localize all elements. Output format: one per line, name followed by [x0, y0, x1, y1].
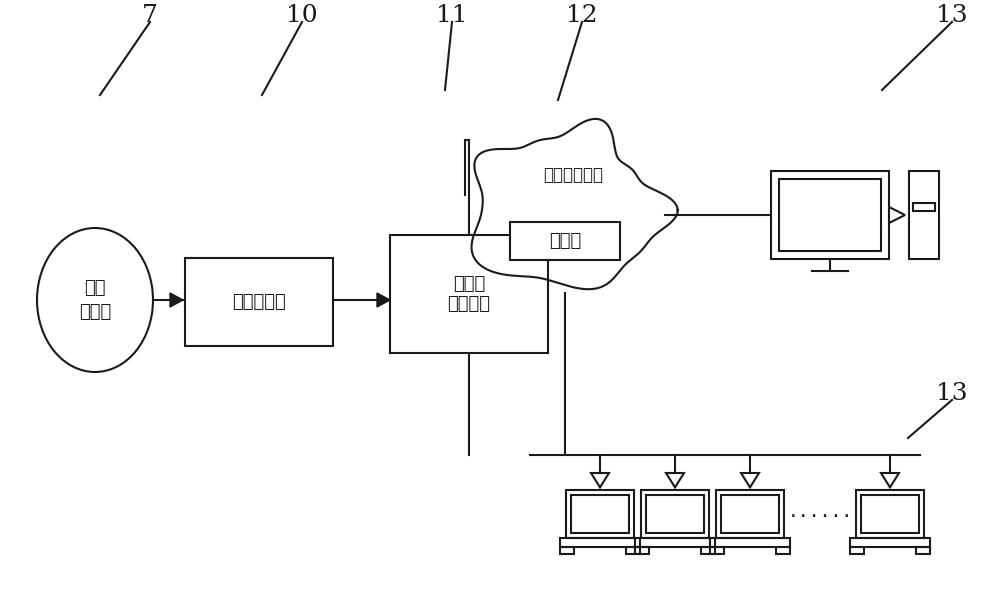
Bar [771, 171, 889, 259]
Text: 12: 12 [566, 4, 598, 27]
Bar [779, 179, 881, 251]
Bar [850, 538, 930, 547]
Bar [641, 490, 709, 538]
Bar [635, 547, 649, 555]
Text: 数据库: 数据库 [549, 232, 581, 250]
Text: 13: 13 [936, 4, 968, 27]
Bar [856, 490, 924, 538]
Polygon shape [889, 207, 905, 223]
Bar [635, 538, 715, 547]
Bar [716, 490, 784, 538]
Bar [390, 235, 548, 353]
Bar [710, 538, 790, 547]
Text: 声音: 声音 [84, 279, 106, 297]
Bar [710, 547, 724, 555]
Polygon shape [377, 293, 390, 307]
Text: 通讯及: 通讯及 [453, 275, 485, 293]
Polygon shape [741, 473, 759, 487]
Polygon shape [591, 473, 609, 487]
Bar [510, 222, 620, 260]
Text: 管线外接口: 管线外接口 [232, 293, 286, 311]
Text: 13: 13 [936, 381, 968, 405]
Bar [566, 490, 634, 538]
Bar [646, 496, 704, 533]
Bar [913, 203, 935, 211]
Bar [626, 547, 640, 555]
Text: 云计算服务器: 云计算服务器 [543, 166, 603, 184]
Bar [701, 547, 715, 555]
Text: 10: 10 [286, 4, 318, 27]
Text: ......: ...... [787, 503, 853, 521]
Bar [560, 547, 574, 555]
Polygon shape [881, 473, 899, 487]
Text: 传感器: 传感器 [79, 303, 111, 321]
Text: 11: 11 [436, 4, 468, 27]
Polygon shape [666, 473, 684, 487]
Text: 控制设备: 控制设备 [448, 295, 490, 313]
Bar [721, 496, 779, 533]
Bar [850, 547, 864, 555]
Bar [571, 496, 629, 533]
Text: 7: 7 [142, 4, 158, 27]
Bar [776, 547, 790, 555]
Bar [185, 258, 333, 346]
Bar [909, 171, 939, 259]
Bar [916, 547, 930, 555]
Bar [861, 496, 919, 533]
Bar [560, 538, 640, 547]
Polygon shape [170, 293, 183, 307]
